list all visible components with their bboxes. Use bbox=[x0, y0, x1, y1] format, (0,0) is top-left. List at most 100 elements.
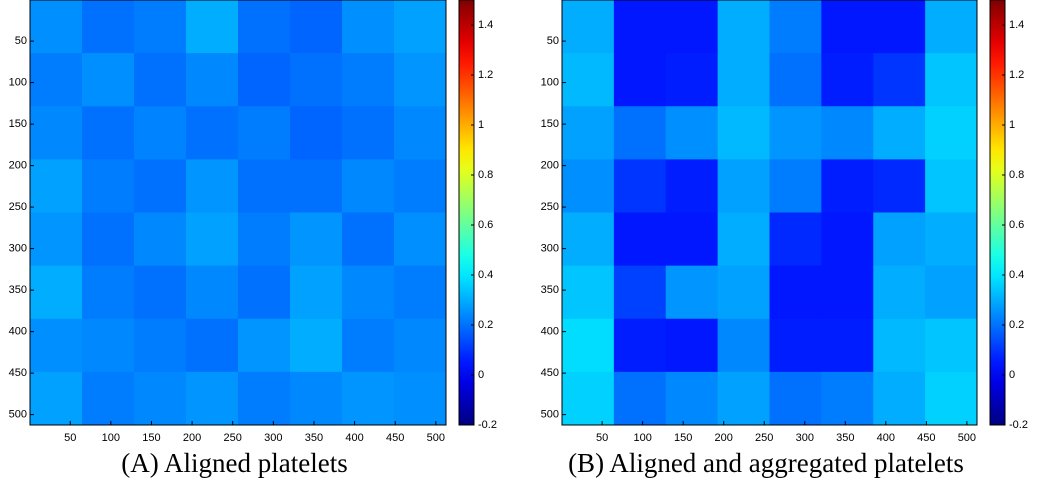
heatmap-cell bbox=[238, 371, 291, 426]
heatmap-cell bbox=[665, 318, 719, 373]
heatmap-cell bbox=[30, 318, 83, 373]
x-tick-label: 400 bbox=[345, 432, 363, 444]
heatmap-cell bbox=[717, 265, 770, 320]
heatmap-cell bbox=[925, 371, 978, 426]
heatmap-cell bbox=[613, 0, 667, 54]
x-tick-label: 100 bbox=[102, 432, 120, 444]
colorbar-tick-label: -0.2 bbox=[1009, 419, 1028, 431]
heatmap-cell bbox=[186, 0, 239, 54]
colorbar-tick-label: 0.8 bbox=[478, 169, 493, 181]
y-tick-label: 300 bbox=[541, 243, 559, 255]
y-tick-label: 200 bbox=[541, 160, 559, 172]
heatmap-cell bbox=[30, 106, 83, 160]
colorbar-tick-label: 1.2 bbox=[478, 69, 493, 81]
heatmap-cell bbox=[394, 212, 447, 267]
heatmap-cell bbox=[394, 0, 447, 54]
x-tick-label: 450 bbox=[917, 432, 935, 444]
heatmap-cell bbox=[769, 53, 822, 107]
x-tick-label: 300 bbox=[264, 432, 282, 444]
heatmap-cell bbox=[394, 53, 447, 107]
heatmap-cell bbox=[290, 53, 343, 107]
heatmap-cell bbox=[394, 106, 447, 160]
heatmap-cell bbox=[238, 0, 291, 54]
heatmap-cell bbox=[717, 159, 770, 213]
heatmap-cell bbox=[873, 53, 926, 107]
heatmap-cell bbox=[134, 0, 187, 54]
x-tick-label: 250 bbox=[755, 432, 773, 444]
heatmap-cell bbox=[30, 159, 83, 213]
heatmap-cell bbox=[82, 0, 135, 54]
heatmap-cell bbox=[665, 106, 719, 160]
heatmap-cell bbox=[186, 265, 239, 320]
heatmap-cell bbox=[134, 318, 187, 373]
heatmap-cell bbox=[925, 318, 978, 373]
colorbar-tick-label: 1.4 bbox=[478, 19, 493, 31]
heatmap-cell bbox=[186, 318, 239, 373]
y-tick-label: 450 bbox=[541, 367, 559, 379]
heatmap-cell bbox=[821, 106, 874, 160]
heatmap-cell bbox=[873, 265, 926, 320]
heatmap-cell bbox=[665, 212, 719, 267]
x-tick-label: 300 bbox=[796, 432, 814, 444]
y-tick-label: 250 bbox=[9, 201, 27, 213]
heatmap-cell bbox=[562, 318, 615, 373]
heatmap-cell bbox=[342, 53, 395, 107]
heatmap-cell bbox=[717, 212, 770, 267]
heatmap-cell bbox=[186, 371, 239, 426]
plot-frame bbox=[29, 0, 447, 426]
y-tick-label: 350 bbox=[9, 284, 27, 296]
heatmap-cell bbox=[613, 371, 667, 426]
heatmap-cell bbox=[613, 212, 667, 267]
heatmap-cell bbox=[821, 265, 874, 320]
heatmap-cell bbox=[342, 106, 395, 160]
heatmap-cell bbox=[290, 106, 343, 160]
x-tick-label: 150 bbox=[674, 432, 692, 444]
x-tick-label: 250 bbox=[224, 432, 242, 444]
heatmap-cell bbox=[613, 106, 667, 160]
x-tick-label: 500 bbox=[427, 432, 445, 444]
heatmap-cell bbox=[134, 371, 187, 426]
heatmap-cell bbox=[769, 0, 822, 54]
heatmap-cell bbox=[717, 0, 770, 54]
colorbar bbox=[989, 0, 1006, 426]
heatmap-cell bbox=[82, 265, 135, 320]
x-tick-label: 350 bbox=[305, 432, 323, 444]
heatmap-cell bbox=[30, 212, 83, 267]
heatmap-cell bbox=[562, 159, 615, 213]
heatmap-cell bbox=[342, 371, 395, 426]
x-tick-label: 450 bbox=[386, 432, 404, 444]
heatmap-cell bbox=[82, 53, 135, 107]
heatmap-cell bbox=[821, 212, 874, 267]
heatmap-cell bbox=[394, 159, 447, 213]
colorbar-tick-label: 1 bbox=[478, 119, 484, 131]
heatmap-cell bbox=[134, 53, 187, 107]
heatmap-cell bbox=[821, 53, 874, 107]
heatmap-cell bbox=[769, 212, 822, 267]
y-tick-label: 400 bbox=[541, 326, 559, 338]
heatmap-cell bbox=[30, 265, 83, 320]
heatmap-cell bbox=[342, 0, 395, 54]
colorbar-tick-label: 0.8 bbox=[1009, 169, 1024, 181]
colorbar-tick-label: 0.6 bbox=[478, 219, 493, 231]
heatmap-cell bbox=[873, 159, 926, 213]
heatmap-cell bbox=[613, 53, 667, 107]
y-tick-label: 150 bbox=[541, 118, 559, 130]
colorbar-tick-label: 0.4 bbox=[1009, 269, 1024, 281]
heatmap-cell bbox=[873, 318, 926, 373]
heatmap-cell bbox=[30, 0, 83, 54]
heatmap-cell bbox=[82, 159, 135, 213]
x-tick-label: 100 bbox=[633, 432, 651, 444]
heatmap-cell bbox=[925, 0, 978, 54]
heatmap-cell bbox=[665, 159, 719, 213]
y-tick-label: 300 bbox=[9, 243, 27, 255]
colorbar-tick-label: 0 bbox=[1009, 369, 1015, 381]
heatmap-cell bbox=[238, 106, 291, 160]
y-tick-label: 400 bbox=[9, 326, 27, 338]
colorbar-tick-label: 1 bbox=[1009, 119, 1015, 131]
y-tick-label: 450 bbox=[9, 367, 27, 379]
heatmap-cell bbox=[873, 106, 926, 160]
y-tick-label: 100 bbox=[541, 76, 559, 88]
x-tick-label: 150 bbox=[142, 432, 160, 444]
heatmap-cell bbox=[665, 371, 719, 426]
